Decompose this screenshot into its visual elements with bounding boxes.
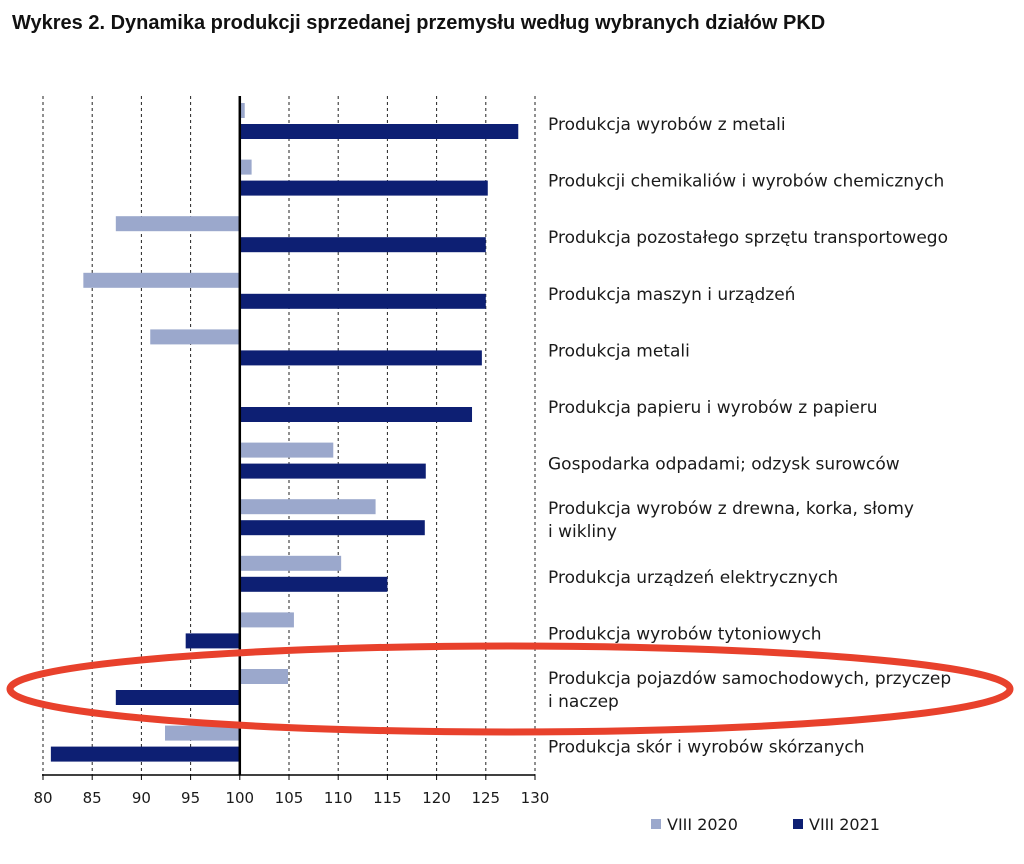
bar-viii-2021 [239,520,425,536]
legend-label: VIII 2020 [667,815,738,834]
bar-viii-2020 [239,669,289,684]
bar-viii-2021 [50,746,240,762]
category-label: Produkcji chemikaliów i wyrobów chemiczn… [548,172,944,192]
bar-viii-2021 [239,407,473,422]
bar-viii-2021 [239,124,519,139]
legend-swatch [793,819,803,829]
bar-viii-2021 [239,576,388,592]
bar-viii-2021 [239,237,486,253]
category-label: Produkcja wyrobów z metali [548,115,786,135]
x-tick-label: 120 [422,789,451,807]
x-tick-label: 80 [33,789,52,807]
category-label: Produkcja papieru i wyrobów z papieru [548,398,878,418]
chart-title: Wykres 2. Dynamika produkcji sprzedanej … [12,12,826,34]
category-label: i wikliny [548,522,617,542]
bar-viii-2021 [239,350,482,366]
bar-viii-2020 [239,103,245,118]
x-tick-label: 110 [324,789,353,807]
x-tick-label: 100 [225,789,254,807]
bar-viii-2020 [239,442,334,458]
legend-swatch [651,819,661,829]
bar-viii-2021 [239,293,486,309]
category-label: Produkcja wyrobów z drewna, korka, słomy [548,499,914,519]
x-tick-label: 95 [181,789,200,807]
bar-viii-2021 [239,463,426,479]
bar-viii-2020 [239,499,376,515]
bar-viii-2020 [83,272,240,288]
x-tick-label: 125 [471,789,500,807]
legend: VIII 2020 VIII 2021 [651,815,880,834]
bar-viii-2020 [239,612,294,628]
category-label: Produkcja maszyn i urządzeń [548,285,795,305]
bar-viii-2020 [239,159,252,175]
bar-viii-2020 [165,725,240,741]
x-tick-label: 90 [132,789,151,807]
highlight-ellipse [6,642,1014,736]
bar-viii-2020 [150,329,240,345]
x-tick-label: 115 [373,789,402,807]
bar-viii-2020 [239,555,342,571]
highlight-annotation [6,642,1014,736]
bars [50,103,519,762]
category-label: Produkcja metali [548,341,690,361]
x-tick-label: 105 [275,789,304,807]
category-label: Gospodarka odpadami; odzysk surowców [548,455,900,475]
bar-viii-2020 [115,216,240,232]
bar-viii-2021 [115,690,240,705]
axes: 80 85 90 95 100 105 110 115 120 125 130 [33,96,549,807]
category-label: Produkcja skór i wyrobów skórzanych [548,738,865,758]
category-label: i naczep [548,692,619,712]
category-label: Produkcja pojazdów samochodowych, przycz… [548,669,951,689]
category-label: Produkcja wyrobów tytoniowych [548,624,822,644]
x-tick-label: 85 [83,789,102,807]
category-label: Produkcja pozostałego sprzętu transporto… [548,228,948,248]
category-label: Produkcja urządzeń elektrycznych [548,568,838,588]
bar-viii-2021 [185,633,240,649]
x-tick-label: 130 [521,789,550,807]
bar-viii-2021 [239,180,488,196]
grid-lines [42,96,536,775]
category-labels: Produkcja wyrobów z metali Produkcji chem… [548,115,951,758]
legend-label: VIII 2021 [809,815,880,834]
